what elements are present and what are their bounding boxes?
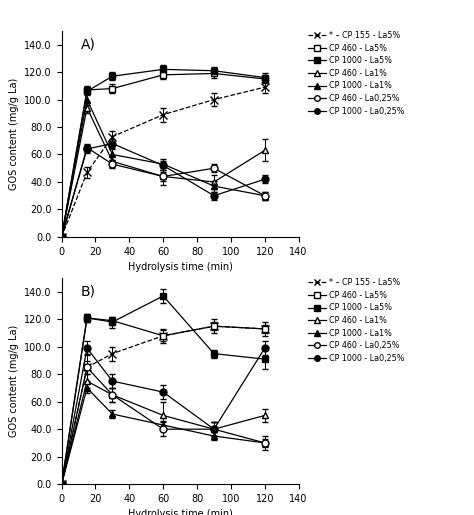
Legend: * – CP 155 - La5%, CP 460 - La5%, CP 1000 - La5%, CP 460 - La1%, CP 1000 - La1%,: * – CP 155 - La5%, CP 460 - La5%, CP 100… bbox=[308, 278, 404, 363]
Y-axis label: GOS content (mg/g La): GOS content (mg/g La) bbox=[9, 325, 18, 437]
Y-axis label: GOS content (mg/g La): GOS content (mg/g La) bbox=[9, 78, 18, 190]
Text: A): A) bbox=[81, 37, 95, 51]
X-axis label: Hydrolysis time (min): Hydrolysis time (min) bbox=[128, 509, 233, 515]
X-axis label: Hydrolysis time (min): Hydrolysis time (min) bbox=[128, 262, 233, 272]
Text: B): B) bbox=[81, 284, 96, 298]
Legend: * – CP 155 - La5%, CP 460 - La5%, CP 1000 - La5%, CP 460 - La1%, CP 1000 - La1%,: * – CP 155 - La5%, CP 460 - La5%, CP 100… bbox=[308, 31, 404, 116]
